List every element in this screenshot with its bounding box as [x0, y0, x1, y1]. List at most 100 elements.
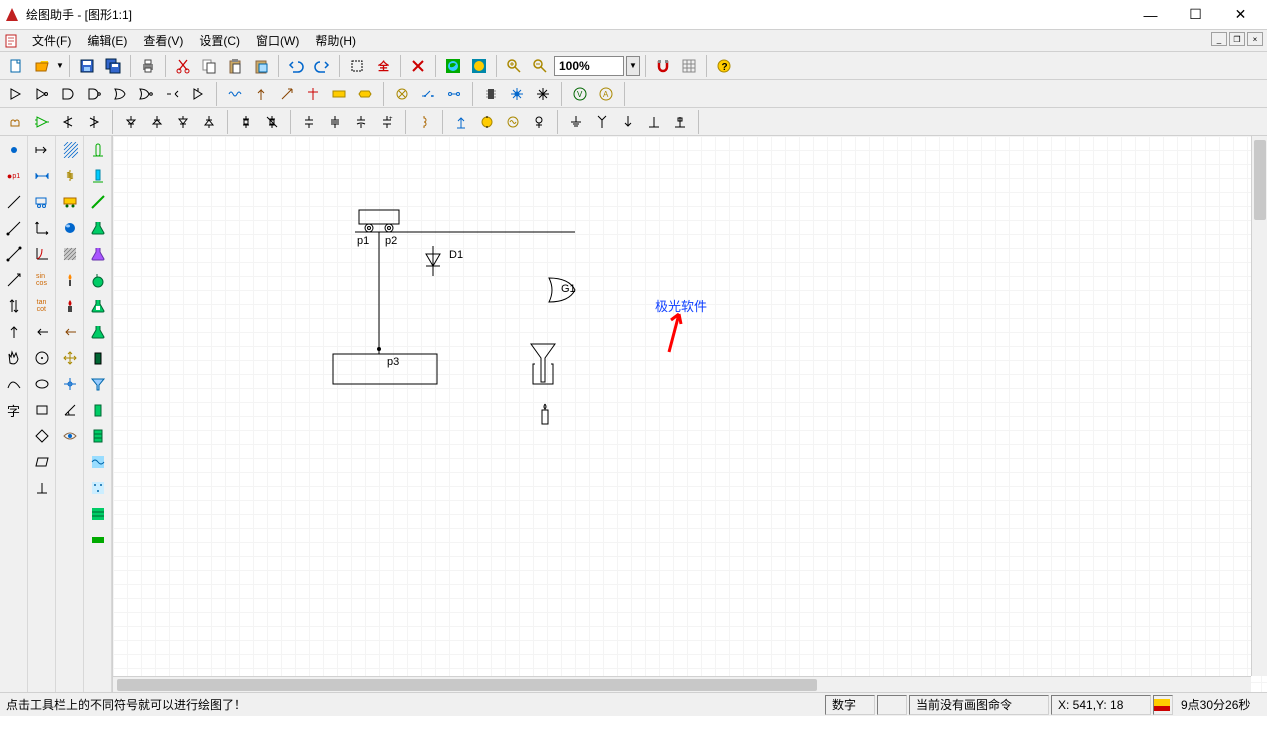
magnet-button[interactable] — [651, 54, 675, 78]
lamp-icon[interactable] — [390, 82, 414, 106]
ic-snow-icon[interactable] — [531, 82, 555, 106]
spring-icon[interactable] — [58, 164, 82, 188]
switch-pair-icon[interactable] — [442, 82, 466, 106]
t-shape-icon[interactable] — [668, 110, 692, 134]
flame-icon[interactable] — [58, 268, 82, 292]
menu-window[interactable]: 窗口(W) — [248, 30, 307, 51]
leftarrow2-icon[interactable] — [58, 320, 82, 344]
curve-icon[interactable] — [2, 372, 26, 396]
cap-b-icon[interactable] — [323, 110, 347, 134]
diode-right-icon[interactable] — [82, 110, 106, 134]
source-arrow-icon[interactable] — [449, 110, 473, 134]
gate-tri-icon[interactable] — [186, 82, 210, 106]
cap-a-icon[interactable] — [297, 110, 321, 134]
grid-button[interactable] — [677, 54, 701, 78]
antenna-icon[interactable] — [590, 110, 614, 134]
menu-help[interactable]: 帮助(H) — [307, 30, 364, 51]
paste-image-button[interactable] — [249, 54, 273, 78]
hand-icon[interactable] — [2, 346, 26, 370]
ellipse-icon[interactable] — [30, 372, 54, 396]
rect-icon[interactable] — [30, 398, 54, 422]
dim-icon[interactable] — [30, 164, 54, 188]
crop-button[interactable] — [345, 54, 369, 78]
angle-icon[interactable] — [58, 398, 82, 422]
gate-and-icon[interactable] — [56, 82, 80, 106]
label-box-icon[interactable] — [327, 82, 351, 106]
point-label-icon[interactable]: ●p1 — [2, 164, 26, 188]
ground-icon[interactable] — [564, 110, 588, 134]
diode-left-icon[interactable] — [56, 110, 80, 134]
close-button[interactable]: ✕ — [1218, 1, 1263, 29]
zoom-input[interactable]: 100% — [554, 56, 624, 76]
menu-settings[interactable]: 设置(C) — [191, 30, 248, 51]
source-ac-icon[interactable] — [501, 110, 525, 134]
menu-file[interactable]: 文件(F) — [24, 30, 79, 51]
line2-icon[interactable] — [2, 216, 26, 240]
arrow-down-icon[interactable] — [616, 110, 640, 134]
mdi-restore[interactable]: ❐ — [1229, 32, 1245, 46]
axes-curve-icon[interactable] — [30, 242, 54, 266]
voltmeter-icon[interactable]: V — [568, 82, 592, 106]
line-icon[interactable] — [2, 190, 26, 214]
help-button[interactable]: ? — [712, 54, 736, 78]
world2-button[interactable] — [467, 54, 491, 78]
mdi-minimize[interactable]: _ — [1211, 32, 1227, 46]
sincos-icon[interactable]: sincos — [30, 268, 54, 292]
funnel-icon[interactable] — [86, 372, 110, 396]
flask-round-icon[interactable] — [86, 268, 110, 292]
flask-v-icon[interactable] — [86, 242, 110, 266]
horizontal-scrollbar[interactable] — [113, 676, 1251, 692]
cap-d-icon[interactable]: + — [375, 110, 399, 134]
parallelogram-icon[interactable] — [30, 450, 54, 474]
node-t-icon[interactable] — [301, 82, 325, 106]
gate-not-icon[interactable] — [30, 82, 54, 106]
up-arrow-icon[interactable] — [2, 320, 26, 344]
pattern2-icon[interactable] — [86, 476, 110, 500]
undo-button[interactable] — [284, 54, 308, 78]
brick-icon[interactable] — [86, 528, 110, 552]
minimize-button[interactable]: — — [1128, 1, 1173, 29]
coil-icon[interactable] — [4, 110, 28, 134]
gate-buffer-icon[interactable] — [4, 82, 28, 106]
updown-icon[interactable] — [2, 294, 26, 318]
cross2-icon[interactable] — [58, 372, 82, 396]
zoomout-button[interactable] — [528, 54, 552, 78]
tancot-icon[interactable]: tancot — [30, 294, 54, 318]
pattern3-icon[interactable] — [86, 502, 110, 526]
canvas[interactable]: p1 p2 p3 D1 G1 — [113, 136, 1267, 692]
cap-c-icon[interactable] — [349, 110, 373, 134]
switch-open-icon[interactable] — [416, 82, 440, 106]
hatch2-icon[interactable] — [58, 242, 82, 266]
probe-diag-icon[interactable] — [275, 82, 299, 106]
flask-g-icon[interactable] — [86, 216, 110, 240]
crystal2-icon[interactable] — [260, 110, 284, 134]
text-icon[interactable]: 字 — [2, 398, 26, 422]
diode-a-icon[interactable] — [119, 110, 143, 134]
wire-wave-icon[interactable] — [223, 82, 247, 106]
redo-button[interactable] — [310, 54, 334, 78]
open-button[interactable] — [30, 54, 54, 78]
rhombus-icon[interactable] — [30, 424, 54, 448]
mdi-close[interactable]: × — [1247, 32, 1263, 46]
menu-edit[interactable]: 编辑(E) — [79, 30, 135, 51]
delete-button[interactable] — [406, 54, 430, 78]
ammeter-icon[interactable]: A — [594, 82, 618, 106]
ic-icon[interactable] — [479, 82, 503, 106]
inductor-icon[interactable] — [412, 110, 436, 134]
crystal-icon[interactable] — [234, 110, 258, 134]
label-hex-icon[interactable] — [353, 82, 377, 106]
tube2-icon[interactable] — [86, 164, 110, 188]
tube-icon[interactable] — [86, 138, 110, 162]
circle-center-icon[interactable] — [30, 346, 54, 370]
flask-g2-icon[interactable] — [86, 294, 110, 318]
cut-button[interactable] — [171, 54, 195, 78]
open-dropdown[interactable]: ▼ — [56, 56, 64, 76]
gate-nand-icon[interactable] — [82, 82, 106, 106]
flask-g3-icon[interactable] — [86, 320, 110, 344]
paste-button[interactable] — [223, 54, 247, 78]
diode-c-icon[interactable] — [171, 110, 195, 134]
vertical-scrollbar[interactable] — [1251, 136, 1267, 676]
saveall-button[interactable] — [101, 54, 125, 78]
dot-icon[interactable] — [2, 138, 26, 162]
ic-star-icon[interactable] — [505, 82, 529, 106]
